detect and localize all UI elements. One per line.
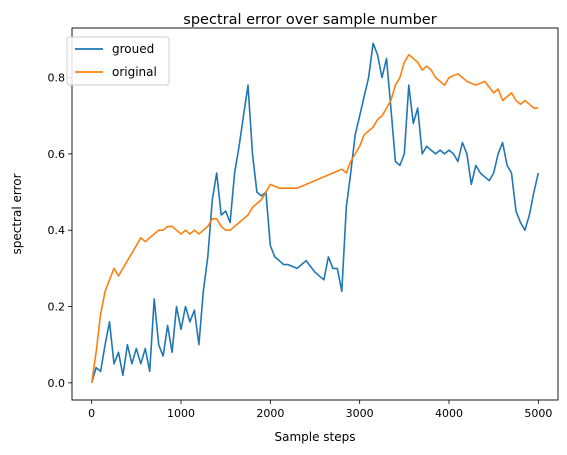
series-line-groued (90, 42, 540, 384)
y-tick-label: 0.6 (48, 148, 66, 161)
y-tick-label: 0.2 (48, 301, 66, 314)
x-tick-label: 3000 (346, 407, 374, 420)
series-layer (90, 42, 540, 384)
y-axis-label: spectral error (10, 173, 24, 254)
chart-title: spectral error over sample number (183, 12, 436, 28)
x-axis-ticks: 0 1000 2000 3000 4000 5000 (88, 400, 552, 420)
plot-area (71, 27, 559, 401)
legend-label-original: original (112, 65, 157, 79)
y-tick-label: 0.4 (48, 224, 66, 237)
x-tick-label: 1000 (167, 407, 195, 420)
x-tick-label: 0 (88, 407, 95, 420)
x-tick-label: 2000 (256, 407, 284, 420)
y-tick-label: 0.8 (48, 72, 66, 85)
y-tick-label: 0.0 (48, 377, 66, 390)
x-tick-label: 4000 (435, 407, 463, 420)
series-line-original (90, 53, 539, 383)
axes-frame (71, 27, 559, 401)
axes-background (72, 28, 558, 400)
x-tick-label: 5000 (524, 407, 552, 420)
legend: groued original (66, 36, 170, 86)
x-axis-label: Sample steps (274, 430, 355, 444)
legend-label-groued: groued (112, 42, 154, 56)
y-axis-ticks: 0.0 0.2 0.4 0.6 0.8 (48, 72, 72, 390)
